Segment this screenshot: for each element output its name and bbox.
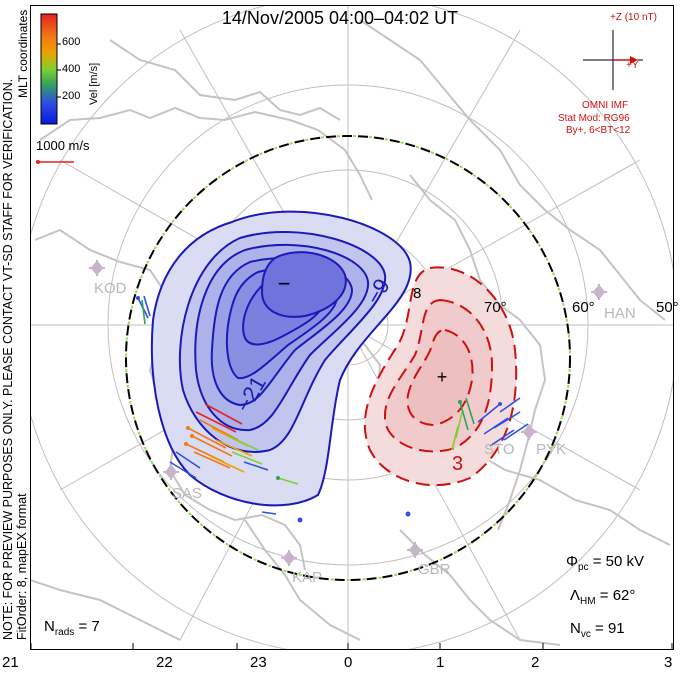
station-markers	[89, 260, 607, 566]
nvc-symbol: N	[570, 620, 581, 637]
positive-potential-cell	[363, 266, 518, 487]
colorbar-tick-400: 400	[62, 63, 81, 75]
radar-count: Nrads = 7	[44, 618, 100, 638]
potential-max-marker: +	[437, 367, 448, 387]
contour-label-3: 3	[452, 453, 463, 475]
velocity-vectors	[136, 295, 529, 523]
mlt-label-1: 1	[436, 654, 445, 671]
mlt-label-2: 2	[531, 654, 540, 671]
station-label-gbr: GBR	[418, 561, 451, 578]
nrads-value: = 7	[78, 618, 100, 635]
mlt-ticks	[30, 643, 673, 649]
station-label-han: HAN	[604, 305, 636, 322]
colorbar-tick-200: 200	[62, 90, 81, 102]
mlt-label-3: 3	[664, 654, 673, 671]
preview-note: NOTE: FOR PREVIEW PURPOSES ONLY. PLEASE …	[1, 78, 15, 640]
fit-order-note: FitOrder: 8, mapEX format	[15, 493, 29, 640]
imf-dial	[583, 30, 643, 90]
color-bar	[40, 13, 61, 125]
lambda-subscript: HM	[580, 596, 596, 607]
nvc-subscript: vc	[580, 629, 591, 640]
station-label-kap: KAP	[292, 569, 322, 586]
phi-subscript: pc	[577, 562, 589, 573]
hm-boundary	[125, 135, 571, 581]
stat-model-line1: Stat Mod: RG96	[558, 113, 630, 124]
latitude-label-60: 60°	[572, 299, 595, 316]
plot-frame	[30, 5, 674, 650]
station-label-kod: KOD	[94, 280, 127, 297]
imf-by-label: +Y	[626, 60, 639, 71]
vector-count: Nvc = 91	[570, 620, 625, 640]
mlt-label-0: 0	[344, 654, 353, 671]
hm-latitude: ΛHM = 62°	[570, 587, 635, 607]
mlt-label-23: 23	[250, 654, 267, 671]
vector-scale-label: 1000 m/s	[36, 138, 90, 153]
coordinate-system-label: MLT coordinates	[16, 9, 30, 98]
nrads-subscript: rads	[54, 627, 75, 638]
station-label-sto: STO	[484, 441, 515, 458]
imf-source: OMNI IMF	[582, 100, 629, 111]
nrads-symbol: N	[44, 618, 55, 635]
stat-model-line2: By+, 6<BT<12	[566, 125, 631, 136]
latitude-label-70: 70°	[484, 299, 507, 316]
mlt-label-21: 21	[2, 654, 19, 671]
colorbar-label: Vel [m/s]	[88, 62, 100, 105]
lambda-value: = 62°	[599, 587, 636, 604]
hm-boundary-highlight	[125, 135, 571, 581]
station-label-pyk: PYK	[536, 441, 566, 458]
phi-symbol: Φ	[566, 553, 578, 570]
phi-value: = 50 kV	[592, 553, 644, 570]
station-label-sas: SAS	[172, 485, 202, 502]
negative-potential-cell	[150, 210, 412, 507]
cross-polar-potential: Φpc = 50 kV	[566, 553, 644, 573]
mlt-label-22: 22	[156, 654, 173, 671]
nvc-value: = 91	[595, 620, 625, 637]
imf-bz-label: +Z (10 nT)	[610, 12, 657, 23]
plot-title: 14/Nov/2005 04:00–04:02 UT	[221, 8, 459, 28]
colorbar-tick-600: 600	[62, 36, 81, 48]
potential-min-marker: −	[278, 271, 291, 296]
latitude-label-80: 8	[413, 285, 421, 302]
lambda-symbol: Λ	[570, 587, 581, 604]
vector-scale-line	[36, 160, 74, 164]
